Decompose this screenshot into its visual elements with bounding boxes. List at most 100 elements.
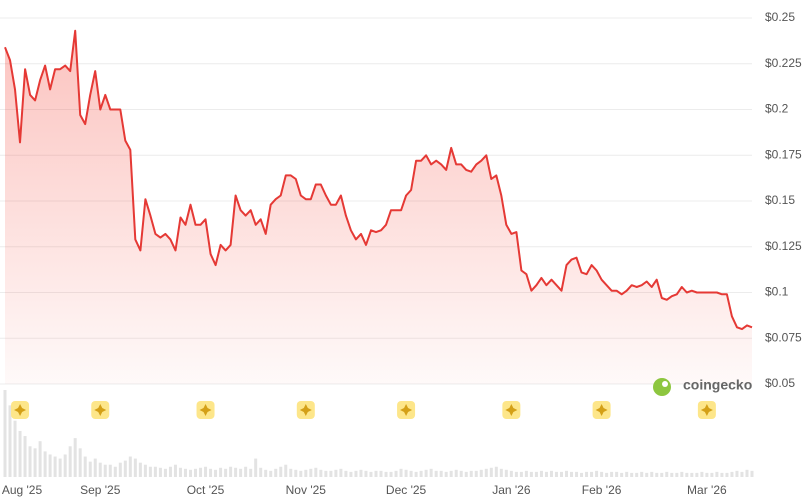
- volume-bar: [645, 472, 649, 477]
- volume-bar: [725, 472, 729, 477]
- volume-bar: [640, 471, 644, 477]
- volume-bar: [665, 471, 669, 477]
- volume-bar: [565, 470, 569, 477]
- volume-bar: [625, 471, 629, 477]
- event-marker: [196, 401, 215, 419]
- event-marker: [11, 401, 30, 419]
- volume-bar: [98, 462, 102, 477]
- volume-bar: [384, 471, 388, 477]
- volume-bar: [414, 471, 418, 477]
- volume-bar: [494, 466, 498, 477]
- volume-bar: [735, 470, 739, 477]
- volume-bar: [660, 472, 664, 477]
- volume-bar: [214, 469, 218, 477]
- volume-bar: [224, 468, 228, 477]
- volume-bar: [173, 464, 177, 477]
- volume-bar: [524, 470, 528, 477]
- volume-bar: [474, 470, 478, 477]
- volume-bar: [234, 467, 238, 477]
- volume-bar: [700, 471, 704, 477]
- volume-bar: [118, 462, 122, 477]
- y-tick-label: $0.25: [765, 10, 795, 24]
- volume-bar: [675, 472, 679, 477]
- x-tick-label: Oct '25: [187, 483, 225, 497]
- volume-bar: [123, 460, 127, 477]
- volume-bar: [585, 471, 589, 477]
- volume-bar: [590, 471, 594, 477]
- volume-bar: [464, 471, 468, 477]
- event-marker: [397, 401, 416, 419]
- volume-bar: [354, 470, 358, 477]
- watermark-text: coingecko: [683, 377, 752, 393]
- volume-bar: [38, 441, 42, 477]
- volume-bar: [3, 390, 7, 477]
- volume-bar: [33, 448, 37, 477]
- volume-bar: [539, 470, 543, 477]
- volume-bar: [83, 456, 87, 477]
- volume-bar: [188, 469, 192, 477]
- volume-bar: [299, 470, 303, 477]
- volume-bar: [113, 466, 117, 477]
- volume-bar: [519, 471, 523, 477]
- y-tick-label: $0.15: [765, 193, 795, 207]
- volume-bar: [479, 469, 483, 477]
- volume-bar: [605, 472, 609, 477]
- volume-bar: [239, 468, 243, 477]
- volume-bar: [73, 438, 77, 477]
- volume-bar: [178, 467, 182, 477]
- volume-bar: [439, 470, 443, 477]
- volume-bar: [394, 470, 398, 477]
- volume-bar: [13, 420, 17, 477]
- volume-bar: [610, 471, 614, 477]
- volume-bar: [554, 471, 558, 477]
- volume-bar: [364, 470, 368, 477]
- event-star: [700, 404, 713, 416]
- volume-bar: [359, 469, 363, 477]
- event-star: [400, 404, 413, 416]
- logo: [653, 378, 671, 396]
- volume-bar: [43, 451, 47, 477]
- volume-bar: [264, 469, 268, 477]
- volume-bar: [685, 472, 689, 477]
- volume-bar: [8, 405, 12, 477]
- x-tick-label: Dec '25: [386, 483, 427, 497]
- volume-bar: [148, 466, 152, 477]
- watermark: coingecko: [653, 377, 752, 396]
- volume-bar: [575, 471, 579, 477]
- event-star: [505, 404, 518, 416]
- logo-eye: [662, 381, 668, 387]
- volume-bar: [369, 471, 373, 477]
- y-tick-label: $0.075: [765, 330, 802, 344]
- volume-bar: [289, 468, 293, 477]
- volume-bar: [504, 469, 508, 477]
- volume-bar: [199, 467, 203, 477]
- volume-bar: [409, 470, 413, 477]
- volume-bar: [78, 448, 82, 477]
- volume-bar: [549, 470, 553, 477]
- volume-bar: [28, 446, 32, 477]
- y-tick-label: $0.225: [765, 56, 802, 70]
- volume-bar: [469, 470, 473, 477]
- volume-bar: [269, 470, 273, 477]
- volume-bar: [158, 467, 162, 477]
- volume-bar: [229, 466, 233, 477]
- volume-bar: [204, 466, 208, 477]
- volume-bar: [183, 468, 187, 477]
- volume-bar: [404, 469, 408, 477]
- volume-bar: [284, 464, 288, 477]
- volume-bar: [309, 468, 313, 477]
- x-tick-label: Jan '26: [492, 483, 531, 497]
- volume-bar: [108, 464, 112, 477]
- volume-bar: [324, 470, 328, 477]
- event-star: [199, 404, 212, 416]
- volume-bar: [424, 469, 428, 477]
- x-tick-label: Nov '25: [286, 483, 327, 497]
- event-star: [14, 404, 27, 416]
- volume-bar: [655, 472, 659, 477]
- volume-bar: [399, 468, 403, 477]
- volume-bar: [88, 461, 92, 477]
- volume-bar: [635, 472, 639, 477]
- volume-bar: [374, 470, 378, 477]
- event-marker: [502, 401, 521, 419]
